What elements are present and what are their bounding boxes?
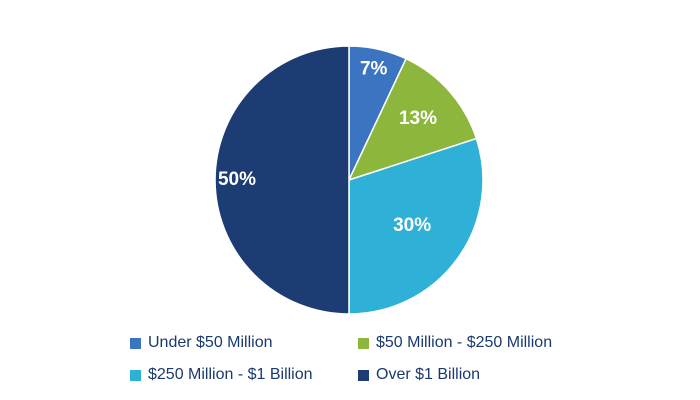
legend-item-over-1b: Over $1 Billion (358, 366, 480, 384)
pie-data-label-2: 30% (393, 215, 431, 236)
legend-label: Over $1 Billion (376, 366, 481, 383)
pie-slice-3 (214, 45, 350, 315)
pie-data-label-3: 50% (218, 169, 256, 190)
pie-data-label-1: 13% (399, 108, 437, 129)
legend-swatch-250m-1b (130, 369, 141, 381)
legend: Under $50 Million $50 Million - $250 Mil… (130, 334, 610, 394)
legend-item-250m-1b: $250 Million - $1 Billion (130, 366, 313, 384)
legend-item-50m-250m: $50 Million - $250 Million (358, 334, 552, 352)
legend-swatch-50m-250m (358, 337, 369, 349)
legend-swatch-under-50m (130, 337, 141, 349)
legend-label: Under $50 Million (148, 334, 273, 351)
legend-swatch-over-1b (358, 369, 369, 381)
legend-label: $50 Million - $250 Million (376, 334, 553, 351)
pie-slice-2 (348, 137, 484, 315)
pie-slices (214, 45, 484, 315)
pie-data-label-0: 7% (360, 59, 388, 80)
legend-item-under-50m: Under $50 Million (130, 334, 273, 352)
pie-data-labels: 7% 13% 30% 50% (218, 59, 437, 236)
legend-label: $250 Million - $1 Billion (148, 366, 313, 383)
pie-slice-1 (347, 57, 478, 182)
